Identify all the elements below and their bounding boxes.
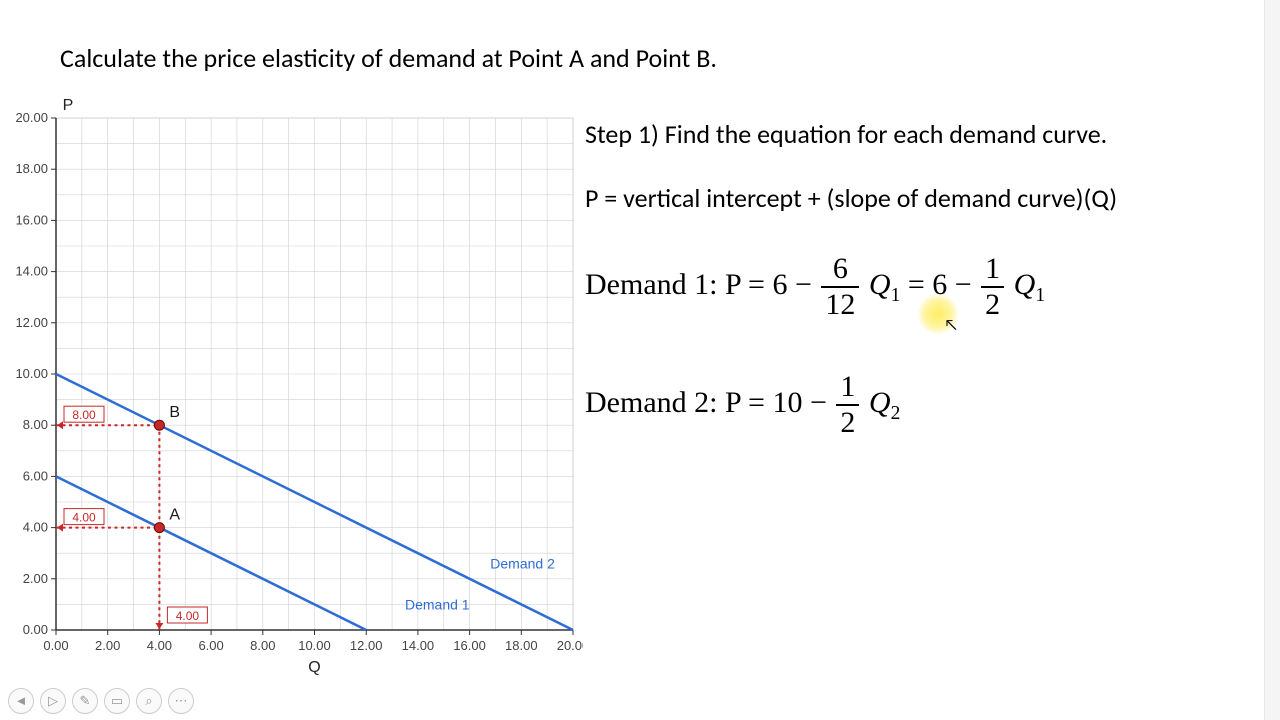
toolbar-pen-button[interactable]: ✎: [72, 688, 98, 714]
vertical-scrollbar[interactable]: [1264, 0, 1280, 720]
explanation-column: Step 1) Find the equation for each deman…: [585, 118, 1255, 490]
equation-demand-1: Demand 1: P = 6 − 6 12 Q1 = 6 − 1 2 Q1: [585, 254, 1255, 320]
demand-chart: 0.00 2.00 4.00 6.00 8.00 10.00 12.00 14.00 16.00…: [8, 95, 583, 695]
toolbar-zoom-button[interactable]: ⌕: [136, 688, 162, 714]
toolbar-eraser-button[interactable]: ▭: [104, 688, 130, 714]
presentation-toolbar: ◄ ▷ ✎ ▭ ⌕ ⋯: [8, 688, 194, 714]
eq1-frac1: 6 12: [821, 254, 859, 320]
svg-text:B: B: [169, 404, 180, 421]
eq2-intercept: 10: [772, 386, 802, 419]
svg-text:4.00: 4.00: [72, 511, 96, 525]
svg-text:10.00: 10.00: [298, 638, 331, 653]
toolbar-more-button[interactable]: ⋯: [168, 688, 194, 714]
svg-text:0.00: 0.00: [23, 622, 48, 637]
svg-text:4.00: 4.00: [147, 638, 172, 653]
svg-text:18.00: 18.00: [15, 161, 48, 176]
svg-text:A: A: [169, 507, 180, 524]
svg-text:0.00: 0.00: [43, 638, 68, 653]
svg-text:8.00: 8.00: [23, 417, 48, 432]
svg-text:Demand 1: Demand 1: [405, 597, 470, 613]
equation-demand-2: Demand 2: P = 10 − 1 2 Q2: [585, 372, 1255, 438]
svg-text:2.00: 2.00: [23, 571, 48, 586]
eq2-frac: 1 2: [836, 372, 859, 438]
svg-text:16.00: 16.00: [453, 638, 486, 653]
eq1-label: Demand 1: P =: [585, 268, 772, 301]
svg-text:20.00: 20.00: [557, 638, 583, 653]
svg-text:4.00: 4.00: [23, 520, 48, 535]
step-1-text: Step 1) Find the equation for each deman…: [585, 118, 1255, 150]
general-formula: P = vertical intercept + (slope of deman…: [585, 182, 1255, 214]
svg-text:20.00: 20.00: [15, 110, 48, 125]
svg-text:16.00: 16.00: [15, 212, 48, 227]
svg-text:4.00: 4.00: [176, 609, 200, 623]
svg-text:10.00: 10.00: [15, 366, 48, 381]
svg-text:Q: Q: [308, 659, 320, 676]
svg-text:P: P: [63, 97, 74, 114]
eq1-q1: Q: [869, 268, 891, 301]
chart-container: 0.00 2.00 4.00 6.00 8.00 10.00 12.00 14.00 16.00…: [8, 95, 583, 695]
svg-text:8.00: 8.00: [250, 638, 275, 653]
svg-text:12.00: 12.00: [350, 638, 383, 653]
svg-text:6.00: 6.00: [23, 468, 48, 483]
eq1-frac2: 1 2: [981, 254, 1004, 320]
svg-text:12.00: 12.00: [15, 315, 48, 330]
eq2-q: Q: [869, 386, 891, 419]
eq1-intercept: 6: [772, 268, 787, 301]
page-title: Calculate the price elasticity of demand…: [60, 42, 717, 74]
toolbar-play-button[interactable]: ▷: [40, 688, 66, 714]
svg-text:14.00: 14.00: [15, 264, 48, 279]
svg-text:14.00: 14.00: [402, 638, 435, 653]
svg-text:2.00: 2.00: [95, 638, 120, 653]
toolbar-back-button[interactable]: ◄: [8, 688, 34, 714]
svg-text:8.00: 8.00: [72, 408, 96, 422]
svg-text:Demand 2: Demand 2: [490, 556, 555, 572]
svg-text:6.00: 6.00: [198, 638, 223, 653]
svg-text:18.00: 18.00: [505, 638, 538, 653]
eq1-mid: = 6: [908, 268, 955, 301]
eq2-label: Demand 2: P =: [585, 386, 772, 419]
